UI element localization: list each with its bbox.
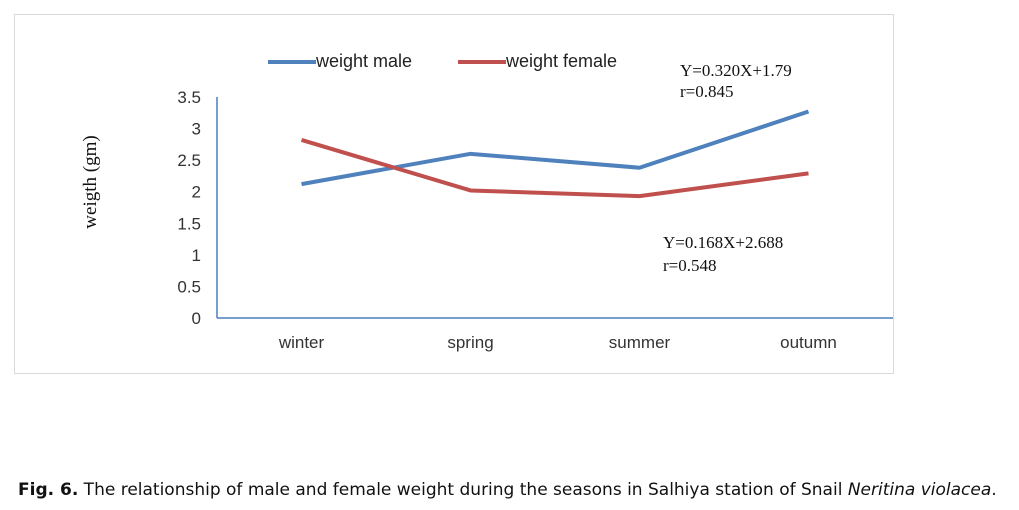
legend-label-weight-female: weight female <box>505 51 617 71</box>
y-tick-label: 3.5 <box>177 88 201 107</box>
series-line-weight-male <box>301 109 810 187</box>
y-axis-label: weigth (gm) <box>80 135 101 228</box>
male-correlation: r=0.845 <box>680 82 734 101</box>
legend-label-weight-male: weight male <box>315 51 412 71</box>
y-tick-labels: 0 0.5 1 1.5 2 2.5 3 3.5 <box>177 88 201 328</box>
y-tick-label: 2 <box>192 183 201 202</box>
male-equation: Y=0.320X+1.79 <box>680 61 792 80</box>
y-tick-label: 0.5 <box>177 277 201 296</box>
series-lines <box>300 109 810 199</box>
chart-frame <box>14 14 894 374</box>
y-tick-label: 3 <box>192 120 201 139</box>
x-tick-label: outumn <box>780 333 837 352</box>
legend: weight male weight female <box>268 51 617 71</box>
caption-species: Neritina violacea <box>847 480 992 500</box>
caption-end: . <box>991 480 997 500</box>
figure-caption: Fig. 6. The relationship of male and fem… <box>18 480 997 500</box>
y-tick-label: 2.5 <box>177 151 201 170</box>
caption-label: Fig. 6. <box>18 480 79 500</box>
y-tick-label: 1.5 <box>177 214 201 233</box>
series-line-weight-female <box>300 138 809 199</box>
y-tick-label: 1 <box>192 246 201 265</box>
line-chart: 0 0.5 1 1.5 2 2.5 3 3.5 winter spring summer outum… <box>80 51 893 352</box>
female-correlation: r=0.548 <box>663 256 717 275</box>
x-tick-label: summer <box>609 333 671 352</box>
x-tick-labels: winter spring summer outumn <box>278 333 837 352</box>
x-tick-label: winter <box>278 333 325 352</box>
y-tick-label: 0 <box>192 309 201 328</box>
chart-axes <box>216 97 893 319</box>
female-equation: Y=0.168X+2.688 <box>663 233 783 252</box>
caption-text: The relationship of male and female weig… <box>78 480 848 500</box>
x-tick-label: spring <box>447 333 493 352</box>
